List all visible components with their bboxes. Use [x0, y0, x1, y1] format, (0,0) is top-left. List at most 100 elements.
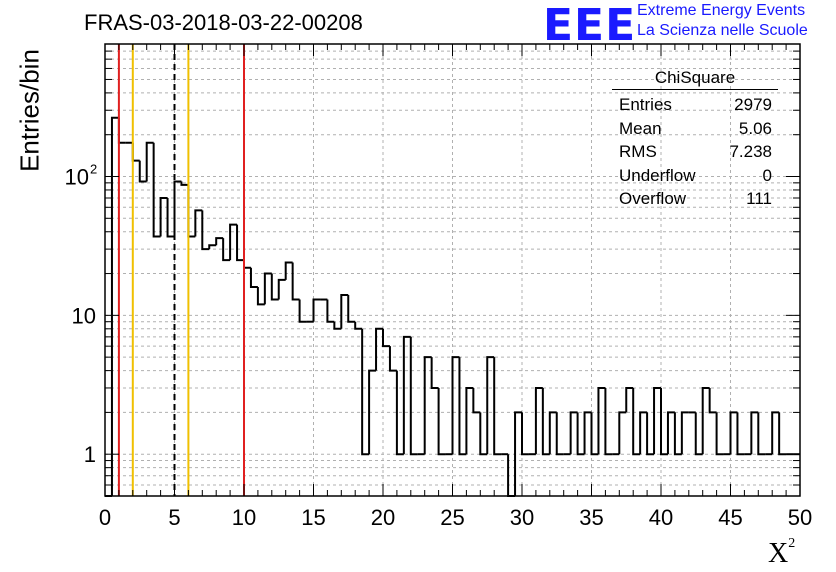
- y-tick-exponent: 2: [90, 161, 97, 176]
- histogram-bin: [694, 412, 703, 456]
- stats-box: ChiSquare Entries 2979 Mean 5.06 RMS 7.238 …: [612, 68, 778, 211]
- histogram-bin: [138, 160, 147, 183]
- org-name-line2: La Scienza nelle Scuole: [637, 22, 808, 39]
- histogram-bin: [597, 386, 606, 455]
- histogram-bin: [347, 295, 356, 323]
- histogram-bin: [437, 387, 446, 456]
- histogram-bin: [632, 387, 641, 456]
- histogram-bin: [666, 411, 675, 455]
- x-tick-label: 20: [371, 505, 395, 530]
- histogram-bin: [249, 267, 258, 289]
- histogram-bin: [514, 411, 522, 496]
- histogram-bin: [736, 412, 745, 456]
- histogram-bin: [368, 369, 377, 455]
- histogram-bin: [618, 411, 627, 455]
- histogram-bin: [423, 356, 432, 455]
- histogram-bin: [402, 335, 411, 455]
- stats-value: 111: [746, 189, 772, 208]
- x-tick-label: 0: [99, 505, 111, 530]
- histogram-bin: [263, 272, 272, 305]
- histogram-bin: [534, 386, 543, 455]
- histogram-bin: [215, 237, 224, 246]
- histogram-bin: [409, 336, 418, 456]
- histogram-bin: [750, 411, 759, 455]
- histogram-bin: [354, 321, 363, 330]
- histogram-bin: [375, 327, 383, 371]
- histogram-bin: [208, 244, 217, 250]
- histogram-bin: [194, 209, 203, 237]
- histogram-bin: [166, 198, 175, 238]
- histogram-bin: [680, 411, 689, 455]
- x-tick-label: 15: [301, 505, 325, 530]
- histogram-bin: [569, 411, 578, 455]
- histogram-bin: [298, 299, 307, 323]
- x-tick-label: 45: [718, 505, 742, 530]
- org-name-line1: Extreme Energy Events: [637, 2, 806, 19]
- histogram-bin: [110, 116, 119, 496]
- x-axis-label: X2: [768, 536, 795, 570]
- histogram-bin: [583, 411, 592, 455]
- histogram-bin: [229, 223, 238, 261]
- x-tick-label: 40: [649, 505, 673, 530]
- histogram-bin: [395, 370, 404, 456]
- histogram-bin: [270, 273, 279, 301]
- histogram-bin: [236, 224, 244, 262]
- histogram-bin: [382, 328, 390, 348]
- histogram-bin: [388, 346, 397, 372]
- stats-label: Entries: [619, 95, 672, 114]
- eee-logo: EEE: [543, 0, 637, 51]
- histogram-bin: [458, 357, 467, 456]
- histogram-bin: [653, 386, 661, 455]
- axis-ticks: [104, 43, 801, 497]
- histogram-bin: [284, 261, 293, 280]
- histogram-bin: [180, 181, 189, 186]
- histogram-bin: [472, 387, 481, 414]
- histogram-bin: [291, 262, 300, 301]
- x-tick-label: 50: [788, 505, 812, 530]
- histogram-bin: [639, 411, 648, 455]
- histogram-bin: [312, 298, 321, 322]
- y-tick-label: 1: [84, 442, 96, 467]
- stats-title: ChiSquare: [612, 68, 778, 90]
- histogram-bin: [778, 412, 787, 456]
- histogram-bin: [521, 412, 529, 456]
- histogram-bin: [590, 412, 599, 456]
- histogram-bin: [660, 387, 668, 456]
- histogram-bin: [729, 411, 738, 455]
- histogram-bin: [708, 387, 717, 414]
- histogram-bin: [548, 411, 557, 455]
- histogram-bin: [159, 197, 168, 237]
- histogram-bin: [361, 328, 370, 456]
- stats-row-rms: RMS 7.238: [612, 140, 778, 164]
- histogram-bin: [493, 357, 502, 456]
- histogram-bin: [604, 387, 613, 456]
- reference-lines: [117, 44, 245, 496]
- histogram-bin: [256, 287, 265, 306]
- histogram-bin: [673, 412, 682, 456]
- histogram-bin: [333, 321, 342, 330]
- histogram-bin: [555, 412, 564, 456]
- histogram-bin: [451, 356, 460, 455]
- histogram-bin: [201, 210, 210, 251]
- stats-row-overflow: Overflow 111: [612, 187, 778, 211]
- histogram-bin: [340, 294, 349, 329]
- stats-label: RMS: [619, 142, 657, 161]
- histogram-bin: [646, 412, 655, 456]
- histogram-bin: [771, 411, 780, 455]
- stats-label: Overflow: [619, 189, 687, 208]
- stats-value: 7.238: [729, 142, 772, 161]
- stats-row-entries: Entries 2979: [612, 93, 778, 117]
- x-tick-label: 30: [510, 505, 534, 530]
- histogram-bin: [430, 357, 439, 389]
- histogram-bin: [152, 142, 161, 238]
- histogram-bin: [222, 238, 231, 262]
- histogram-bins: [105, 116, 800, 497]
- stats-row-underflow: Underflow 0: [612, 164, 778, 188]
- histogram-bin: [465, 386, 474, 455]
- chart-title: FRAS-03-2018-03-22-00208: [84, 10, 363, 35]
- x-axis-label-base: X: [768, 538, 789, 569]
- x-tick-label: 5: [168, 505, 180, 530]
- histogram-bin: [486, 356, 495, 455]
- x-tick-label: 10: [232, 505, 256, 530]
